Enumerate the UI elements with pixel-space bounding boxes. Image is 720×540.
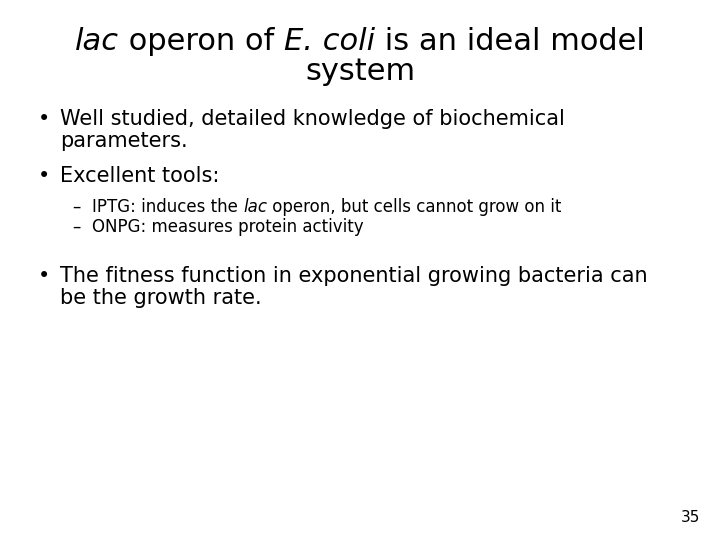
Text: •: •	[38, 109, 50, 129]
Text: is an ideal model: is an ideal model	[375, 27, 645, 56]
Text: 35: 35	[680, 510, 700, 525]
Text: operon of: operon of	[119, 27, 284, 56]
Text: parameters.: parameters.	[60, 131, 188, 151]
Text: IPTG: induces the: IPTG: induces the	[92, 198, 243, 216]
Text: ONPG: measures protein activity: ONPG: measures protein activity	[92, 218, 364, 236]
Text: •: •	[38, 266, 50, 286]
Text: –: –	[72, 198, 81, 216]
Text: be the growth rate.: be the growth rate.	[60, 288, 261, 308]
Text: •: •	[38, 166, 50, 186]
Text: The fitness function in exponential growing bacteria can: The fitness function in exponential grow…	[60, 266, 647, 286]
Text: E. coli: E. coli	[284, 27, 375, 56]
Text: lac: lac	[243, 198, 267, 216]
Text: lac: lac	[75, 27, 119, 56]
Text: Excellent tools:: Excellent tools:	[60, 166, 220, 186]
Text: operon, but cells cannot grow on it: operon, but cells cannot grow on it	[267, 198, 562, 216]
Text: Well studied, detailed knowledge of biochemical: Well studied, detailed knowledge of bioc…	[60, 109, 565, 129]
Text: –: –	[72, 218, 81, 236]
Text: system: system	[305, 57, 415, 86]
